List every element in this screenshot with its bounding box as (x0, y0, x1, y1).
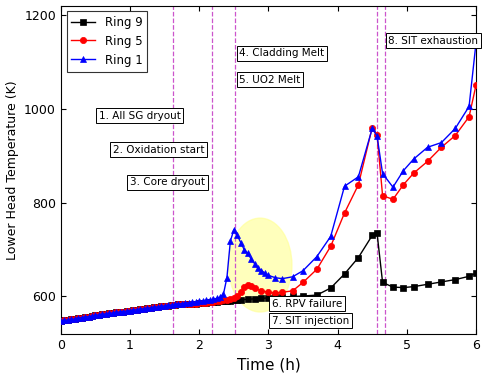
Ring 5 (172, 303, 178, 307)
Ring 9 (231, 298, 237, 302)
Ring 1 (58, 319, 64, 323)
Text: 8. SIT exhaustion: 8. SIT exhaustion (388, 36, 478, 46)
Text: 2. Oxidation start: 2. Oxidation start (113, 145, 204, 155)
X-axis label: Time (h): Time (h) (237, 358, 300, 372)
Ring 9 (300, 294, 306, 298)
Ring 5 (58, 319, 64, 323)
Ring 1 (374, 134, 380, 138)
Ring 1 (179, 301, 185, 306)
Text: 4. Cladding Melt: 4. Cladding Melt (239, 48, 325, 59)
Ring 9 (58, 319, 64, 323)
Ring 1 (473, 41, 479, 45)
Text: 6. RPV failure: 6. RPV failure (272, 299, 342, 308)
Text: 7. SIT injection: 7. SIT injection (272, 316, 349, 326)
Text: 3. Core dryout: 3. Core dryout (130, 177, 205, 187)
Ring 9 (82, 315, 88, 319)
Ring 9 (193, 301, 199, 306)
Ring 5 (144, 306, 150, 310)
Y-axis label: Lower Head Temperature (K): Lower Head Temperature (K) (5, 80, 19, 260)
Line: Ring 5: Ring 5 (58, 82, 479, 324)
Ring 5 (103, 311, 109, 316)
Legend: Ring 9, Ring 5, Ring 1: Ring 9, Ring 5, Ring 1 (67, 11, 147, 72)
Ellipse shape (228, 218, 292, 312)
Ring 5 (248, 284, 254, 288)
Ring 9 (473, 271, 479, 275)
Ring 1 (220, 292, 226, 296)
Ring 5 (473, 83, 479, 88)
Ring 9 (148, 305, 154, 310)
Ring 1 (245, 251, 250, 256)
Ring 5 (193, 301, 199, 306)
Line: Ring 9: Ring 9 (58, 230, 479, 324)
Ring 1 (234, 233, 240, 238)
Ring 9 (374, 231, 380, 235)
Ring 1 (224, 276, 230, 280)
Ring 5 (75, 316, 81, 320)
Text: 5. UO2 Melt: 5. UO2 Melt (239, 75, 300, 85)
Line: Ring 1: Ring 1 (58, 40, 479, 324)
Ring 9 (224, 299, 230, 303)
Text: 1. All SG dryout: 1. All SG dryout (99, 111, 181, 121)
